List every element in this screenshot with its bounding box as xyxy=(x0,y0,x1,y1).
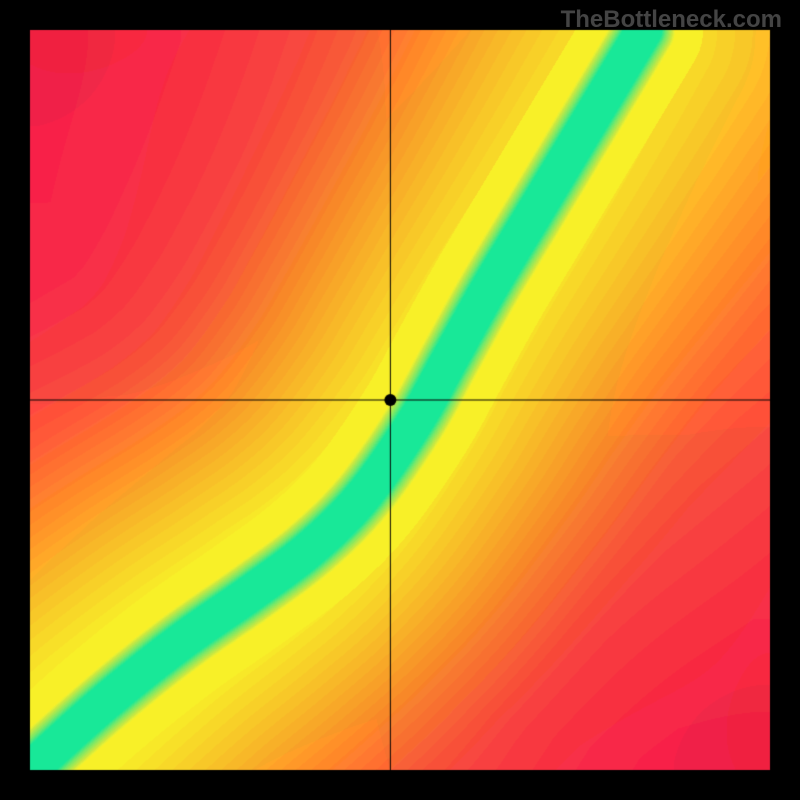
watermark-text: TheBottleneck.com xyxy=(561,6,782,34)
heatmap-canvas xyxy=(0,0,800,800)
